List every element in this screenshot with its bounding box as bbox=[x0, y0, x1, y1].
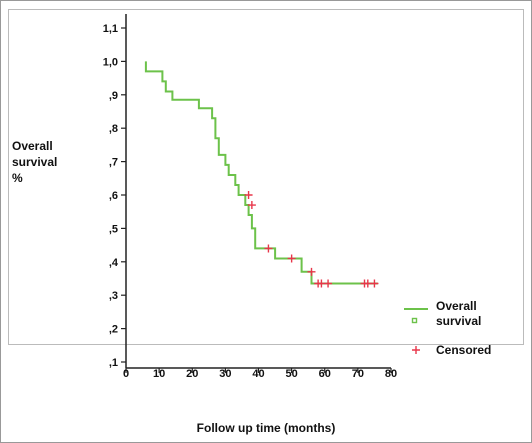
y-axis-label-line: survival bbox=[12, 155, 58, 169]
legend-square-marker bbox=[411, 317, 418, 324]
censored-point bbox=[370, 279, 379, 288]
y-tick-label: 1,0 bbox=[103, 56, 118, 68]
x-tick-label: 40 bbox=[252, 368, 264, 380]
legend-label-line: survival bbox=[436, 314, 482, 328]
y-tick-label: ,1 bbox=[109, 357, 118, 369]
series-line-overall-survival bbox=[144, 61, 378, 285]
y-tick-label: ,3 bbox=[109, 290, 118, 302]
censored-point bbox=[287, 254, 296, 263]
y-tick-label: ,9 bbox=[109, 90, 118, 102]
plot-area: ,1 ,2 ,3 ,4 ,5 ,6 ,7 ,8 ,9 1,0 1,1 0 10 20 30 40 50 60 70 8… bbox=[103, 14, 428, 380]
y-tick-label: 1,1 bbox=[103, 23, 118, 35]
x-tick-label: 10 bbox=[153, 368, 165, 380]
legend-marker-censored bbox=[412, 346, 420, 354]
y-tick-label: ,7 bbox=[109, 157, 118, 169]
y-tick-label: ,4 bbox=[109, 257, 119, 269]
legend-label-censored: Censored bbox=[436, 343, 492, 357]
censored-point bbox=[244, 191, 253, 199]
x-tick-label: 60 bbox=[319, 368, 331, 380]
x-axis-label: Follow up time (months) bbox=[196, 421, 336, 435]
plot-area-border bbox=[8, 9, 524, 345]
x-tick-label: 0 bbox=[123, 368, 129, 380]
y-tick-label: ,2 bbox=[109, 324, 118, 336]
y-axis-label: Overall survival % bbox=[12, 138, 92, 186]
legend-label-line: Overall bbox=[436, 299, 477, 313]
y-tick-label: ,8 bbox=[109, 123, 118, 135]
y-axis-label-line: % bbox=[12, 171, 23, 185]
x-tick-label: 80 bbox=[385, 368, 397, 380]
y-tick-label: ,5 bbox=[109, 223, 118, 235]
x-tick-label: 70 bbox=[352, 368, 364, 380]
censored-point bbox=[264, 244, 273, 253]
legend-label-survival: Overall survival bbox=[436, 299, 481, 329]
x-tick-label: 50 bbox=[286, 368, 298, 380]
x-tick-label: 30 bbox=[219, 368, 231, 380]
y-tick-label: ,6 bbox=[109, 190, 118, 202]
censored-point bbox=[307, 267, 316, 276]
censored-point bbox=[247, 201, 256, 210]
censored-point bbox=[324, 279, 333, 288]
y-axis-label-line: Overall bbox=[12, 139, 53, 153]
x-tick-label: 20 bbox=[186, 368, 198, 380]
